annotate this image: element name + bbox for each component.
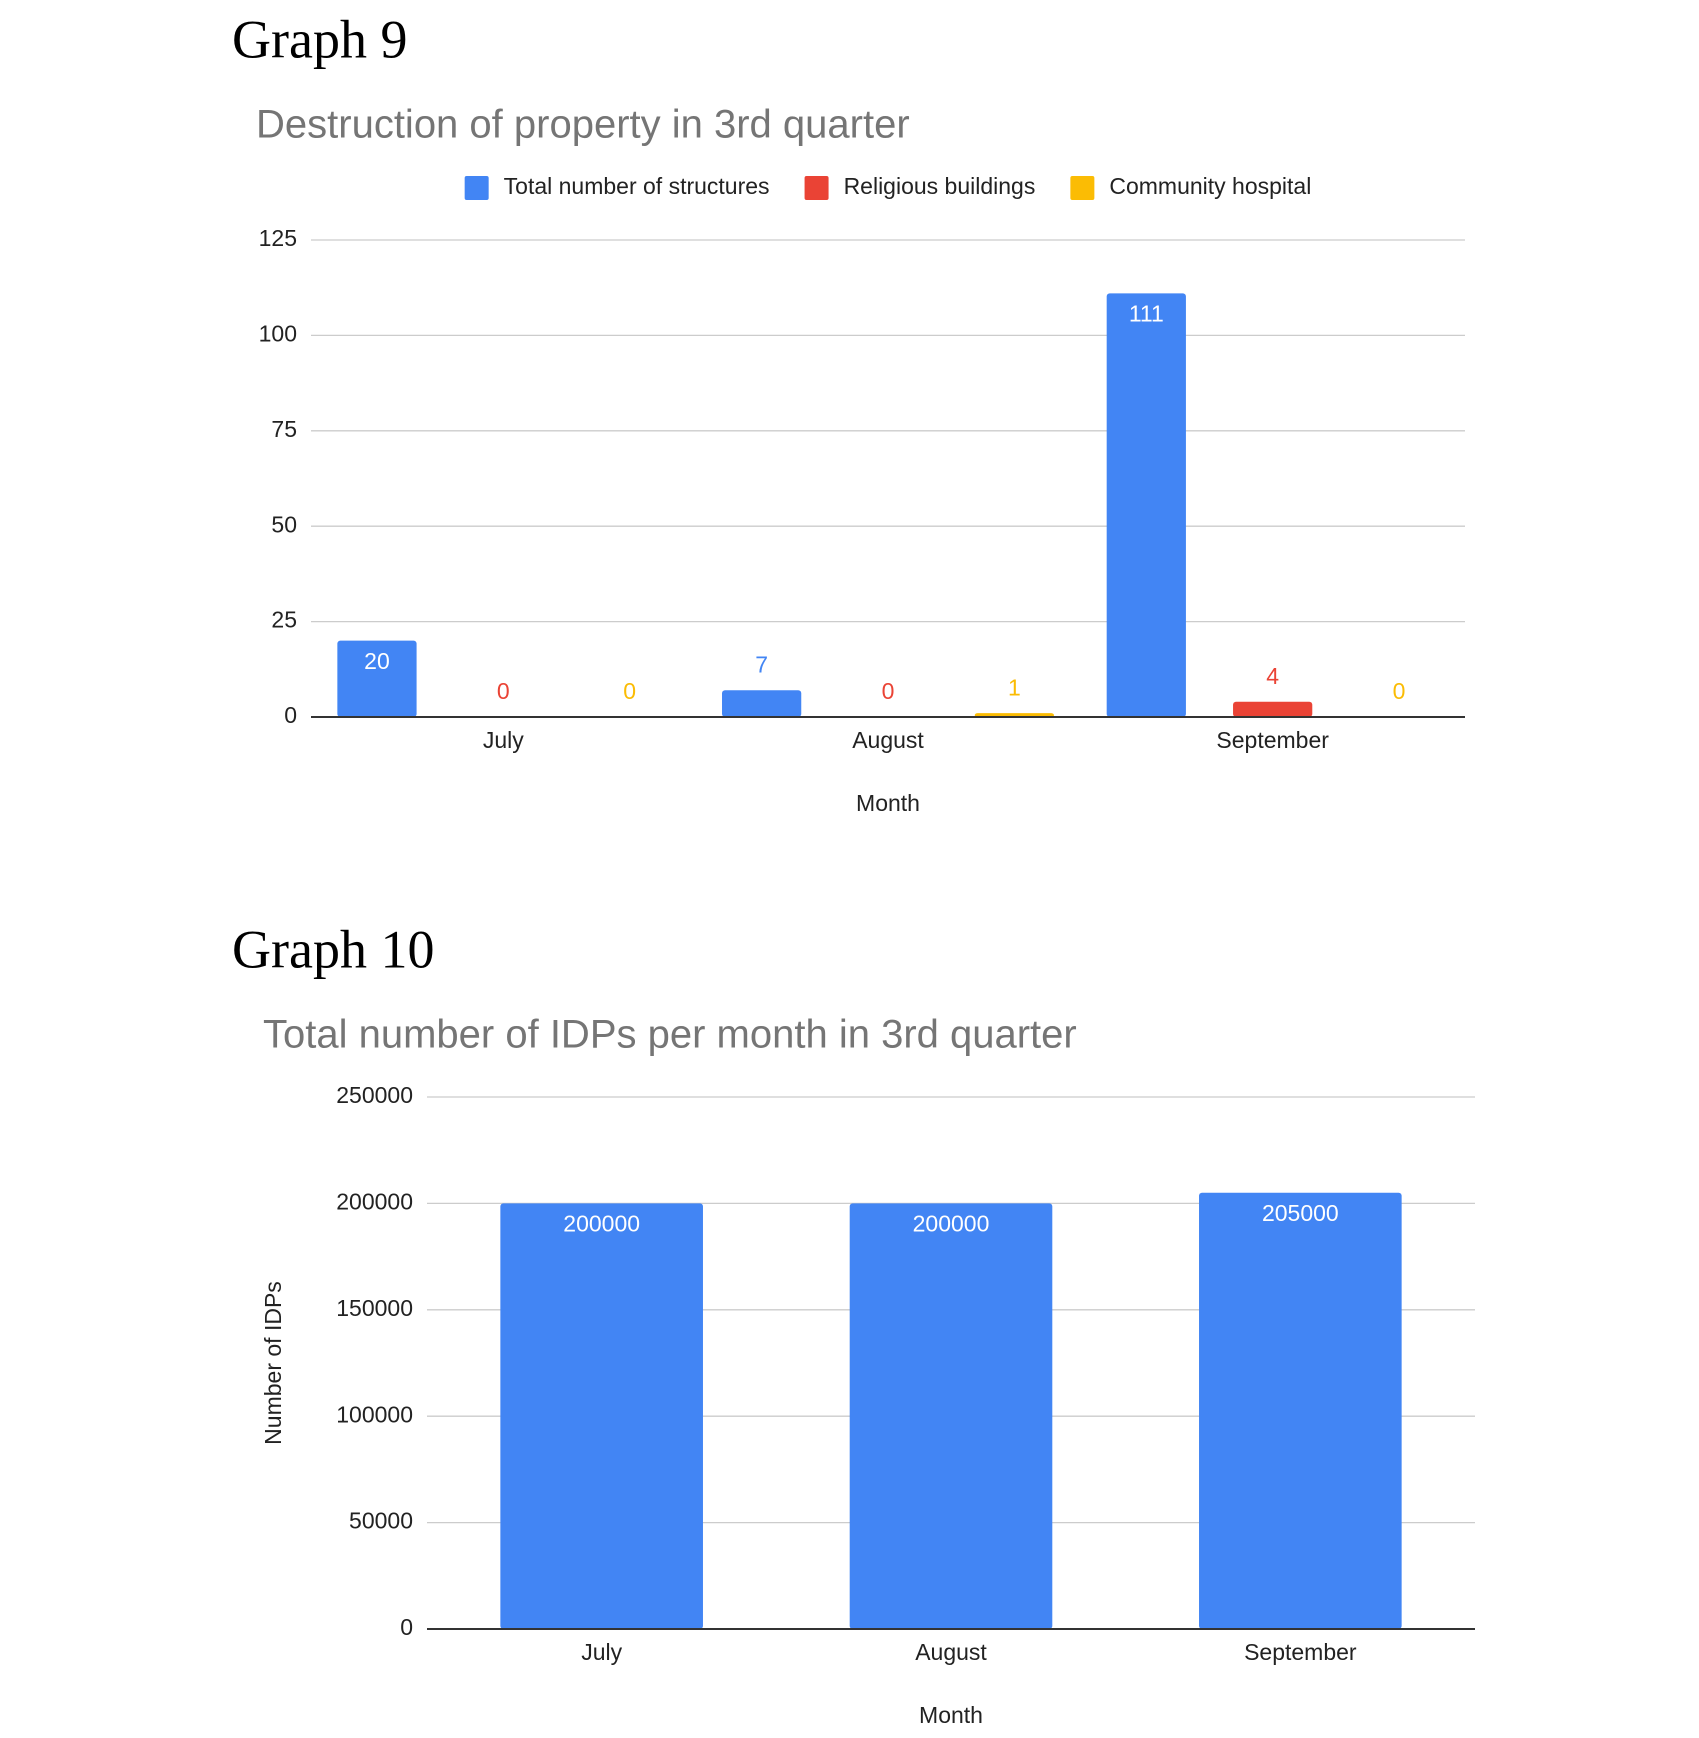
data-label: 4 — [1266, 663, 1279, 689]
data-label: 0 — [1393, 678, 1406, 704]
y-tick-label: 25 — [271, 607, 297, 633]
y-tick-label: 50 — [271, 511, 297, 537]
chart-title: Destruction of property in 3rd quarter — [256, 103, 910, 147]
chart-heading: Graph 9 — [232, 9, 407, 69]
data-label: 111 — [1129, 301, 1164, 327]
y-tick-label: 75 — [271, 416, 297, 442]
x-tick-label: July — [483, 727, 524, 753]
y-tick-label: 125 — [259, 225, 297, 251]
data-label: 0 — [882, 678, 895, 704]
x-tick-label: September — [1244, 1639, 1357, 1665]
chart-title: Total number of IDPs per month in 3rd qu… — [263, 1013, 1077, 1057]
bar — [849, 1203, 1053, 1629]
x-tick-label: August — [915, 1639, 987, 1665]
legend-label: Community hospital — [1109, 173, 1311, 199]
legend-swatch — [804, 176, 829, 200]
y-axis-label: Number of IDPs — [260, 1281, 286, 1445]
y-tick-label: 100 — [259, 320, 297, 346]
y-tick-label: 150000 — [336, 1295, 413, 1321]
bar — [1233, 701, 1313, 717]
x-tick-label: July — [581, 1639, 622, 1665]
legend-swatch — [1070, 176, 1095, 200]
x-tick-label: September — [1216, 727, 1329, 753]
legend-label: Religious buildings — [844, 173, 1036, 199]
bar — [1199, 1192, 1402, 1629]
data-label: 200000 — [563, 1210, 640, 1236]
y-tick-label: 100000 — [336, 1401, 413, 1427]
y-tick-label: 50000 — [349, 1508, 413, 1534]
x-axis-label: Month — [856, 790, 920, 816]
data-label: 0 — [623, 678, 636, 704]
bar — [722, 690, 802, 717]
y-tick-label: 0 — [284, 702, 297, 728]
bar — [500, 1203, 703, 1629]
legend-swatch — [464, 176, 489, 200]
data-label: 205000 — [1262, 1200, 1339, 1226]
y-tick-label: 200000 — [336, 1188, 413, 1214]
y-tick-label: 250000 — [336, 1082, 413, 1108]
data-label: 7 — [755, 651, 768, 677]
data-label: 200000 — [913, 1210, 990, 1236]
chart-heading: Graph 10 — [232, 919, 434, 979]
data-label: 20 — [364, 648, 390, 674]
data-label: 1 — [1008, 674, 1021, 700]
legend-label: Total number of structures — [504, 173, 770, 199]
y-tick-label: 0 — [400, 1614, 413, 1640]
bar — [337, 640, 417, 717]
bar — [1106, 293, 1186, 717]
data-label: 0 — [497, 678, 510, 704]
x-tick-label: August — [852, 727, 924, 753]
x-axis-label: Month — [919, 1702, 983, 1728]
